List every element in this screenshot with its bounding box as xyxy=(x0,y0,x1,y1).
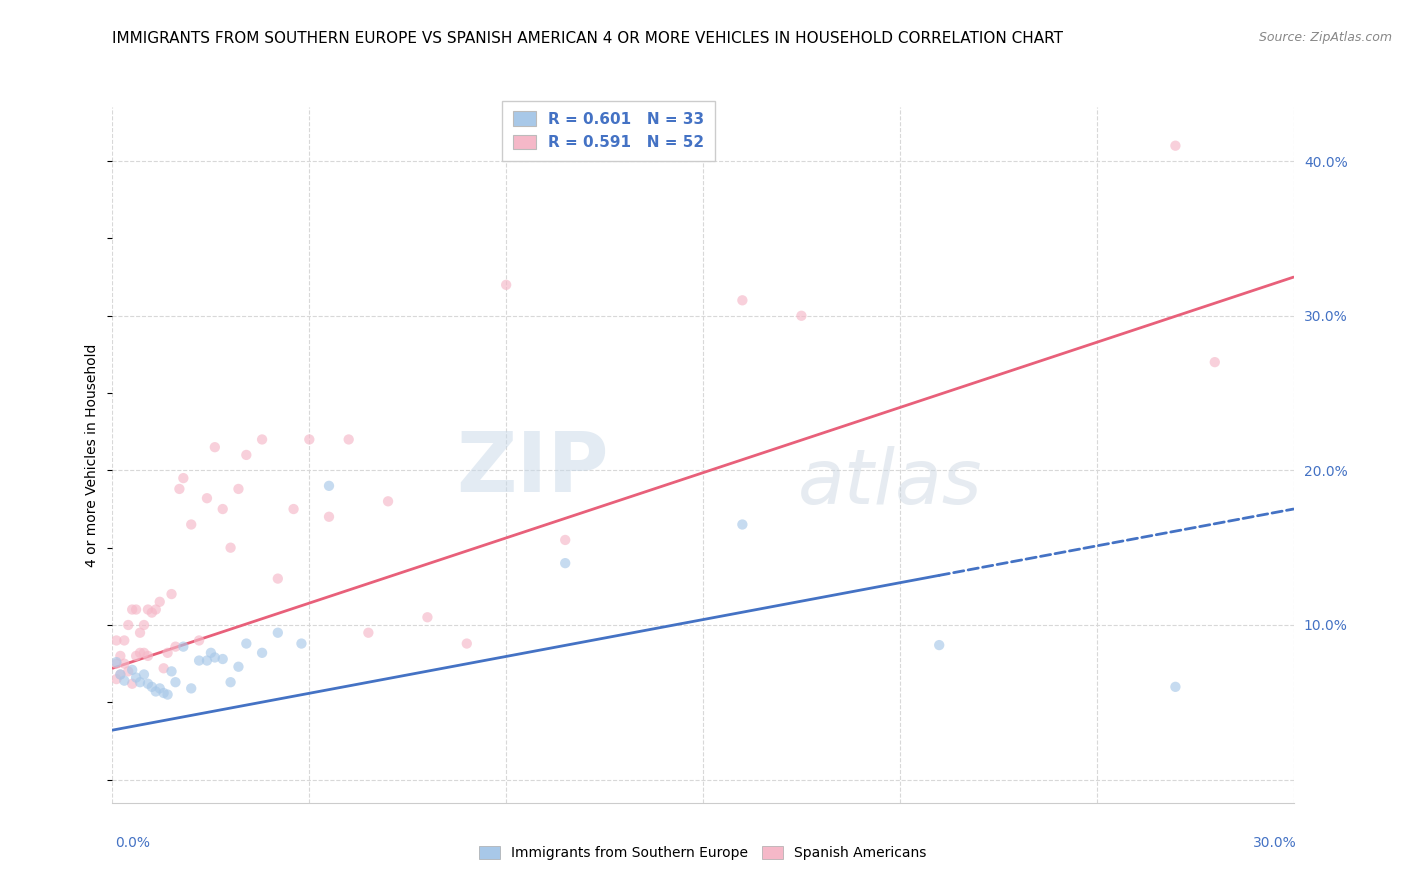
Point xyxy=(169,482,191,496)
Point xyxy=(112,673,135,688)
Point xyxy=(1204,355,1226,369)
Point xyxy=(235,448,257,462)
Point xyxy=(195,654,218,668)
Point xyxy=(456,636,478,650)
Point xyxy=(105,657,128,671)
Point xyxy=(129,646,152,660)
Point xyxy=(129,625,152,640)
Point xyxy=(125,648,148,663)
Point xyxy=(219,675,242,690)
Point xyxy=(125,602,148,616)
Point xyxy=(1164,138,1187,153)
Point xyxy=(132,618,155,632)
Point xyxy=(416,610,439,624)
Point xyxy=(172,640,194,654)
Point xyxy=(136,648,159,663)
Point xyxy=(136,602,159,616)
Point xyxy=(357,625,380,640)
Point xyxy=(125,671,148,685)
Point xyxy=(204,440,226,454)
Point xyxy=(117,618,139,632)
Point xyxy=(267,572,290,586)
Point xyxy=(110,667,132,681)
Point xyxy=(267,625,290,640)
Point xyxy=(165,675,187,690)
Point xyxy=(105,655,128,669)
Point xyxy=(250,646,273,660)
Legend: Immigrants from Southern Europe, Spanish Americans: Immigrants from Southern Europe, Spanish… xyxy=(472,839,934,867)
Point xyxy=(283,502,305,516)
Point xyxy=(112,633,135,648)
Point xyxy=(156,688,179,702)
Point xyxy=(121,663,143,677)
Text: ZIP: ZIP xyxy=(456,428,609,509)
Point xyxy=(318,479,340,493)
Point xyxy=(211,652,233,666)
Point xyxy=(165,640,187,654)
Point xyxy=(228,659,250,673)
Point xyxy=(105,672,128,686)
Point xyxy=(141,680,163,694)
Point xyxy=(136,677,159,691)
Point xyxy=(110,667,132,681)
Point xyxy=(105,633,128,648)
Point xyxy=(132,667,155,681)
Point xyxy=(318,509,340,524)
Point xyxy=(180,681,202,696)
Point xyxy=(188,654,211,668)
Point xyxy=(121,602,143,616)
Text: IMMIGRANTS FROM SOUTHERN EUROPE VS SPANISH AMERICAN 4 OR MORE VEHICLES IN HOUSEH: IMMIGRANTS FROM SOUTHERN EUROPE VS SPANI… xyxy=(112,31,1063,46)
Point xyxy=(180,517,202,532)
Point xyxy=(377,494,399,508)
Point xyxy=(152,686,174,700)
Point xyxy=(145,602,167,616)
Point xyxy=(112,657,135,671)
Point xyxy=(211,502,233,516)
Point xyxy=(121,677,143,691)
Point xyxy=(160,665,183,679)
Point xyxy=(554,533,576,547)
Point xyxy=(141,606,163,620)
Text: 30.0%: 30.0% xyxy=(1253,836,1296,850)
Point xyxy=(195,491,218,506)
Text: atlas: atlas xyxy=(797,446,981,520)
Point xyxy=(298,433,321,447)
Point xyxy=(200,646,222,660)
Point xyxy=(290,636,312,650)
Text: 0.0%: 0.0% xyxy=(115,836,150,850)
Point xyxy=(1164,680,1187,694)
Point xyxy=(156,646,179,660)
Point xyxy=(172,471,194,485)
Point xyxy=(188,633,211,648)
Point xyxy=(731,517,754,532)
Y-axis label: 4 or more Vehicles in Household: 4 or more Vehicles in Household xyxy=(86,343,100,566)
Point xyxy=(731,293,754,308)
Point xyxy=(129,675,152,690)
Point xyxy=(250,433,273,447)
Point xyxy=(149,681,172,696)
Point xyxy=(204,650,226,665)
Legend: R = 0.601   N = 33, R = 0.591   N = 52: R = 0.601 N = 33, R = 0.591 N = 52 xyxy=(502,101,714,161)
Point xyxy=(149,595,172,609)
Point xyxy=(495,277,517,292)
Point xyxy=(152,661,174,675)
Point xyxy=(235,636,257,650)
Point xyxy=(132,646,155,660)
Point xyxy=(160,587,183,601)
Point xyxy=(228,482,250,496)
Point xyxy=(219,541,242,555)
Text: Source: ZipAtlas.com: Source: ZipAtlas.com xyxy=(1258,31,1392,45)
Point xyxy=(554,556,576,570)
Point xyxy=(117,665,139,679)
Point xyxy=(790,309,813,323)
Point xyxy=(337,433,360,447)
Point xyxy=(928,638,950,652)
Point xyxy=(145,684,167,698)
Point xyxy=(110,648,132,663)
